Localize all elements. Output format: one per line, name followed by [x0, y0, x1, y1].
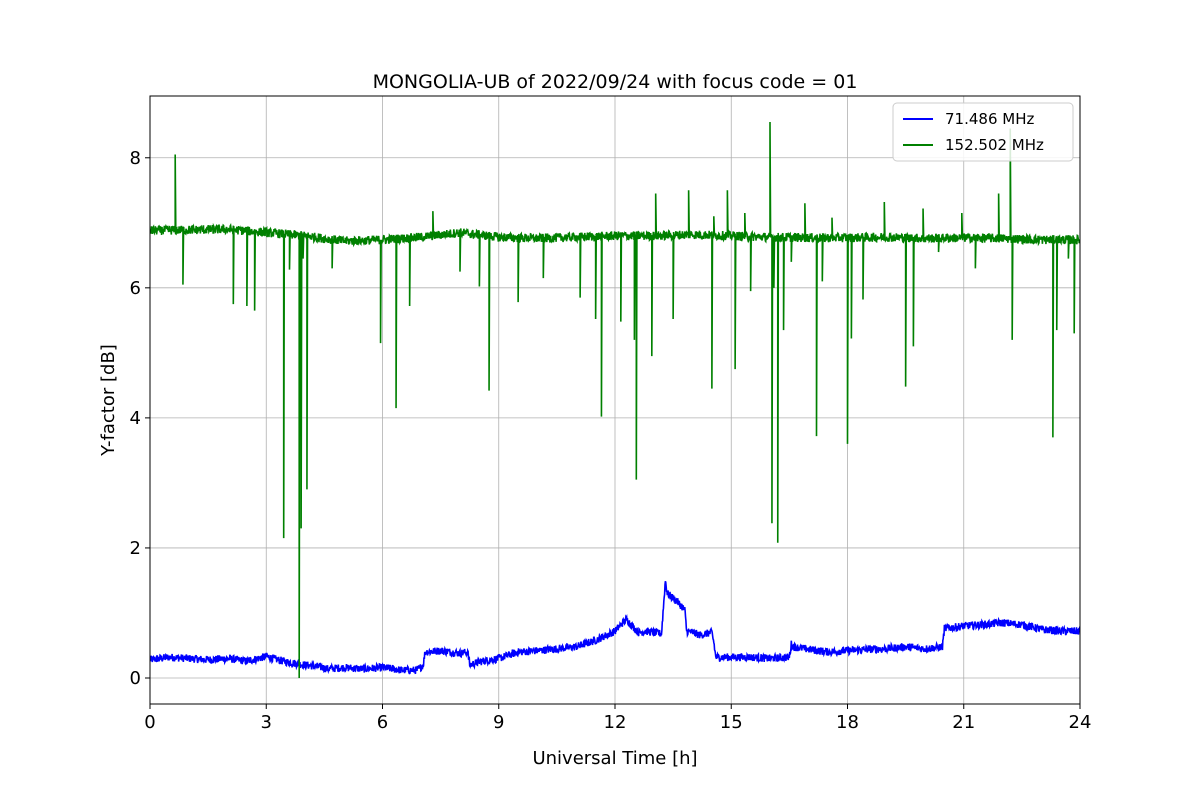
x-tick-label: 6 [377, 712, 388, 733]
y-tick-label: 6 [130, 278, 141, 299]
y-tick-label: 0 [130, 668, 141, 689]
y-tick-label: 4 [130, 408, 141, 429]
x-tick-label: 0 [144, 712, 155, 733]
x-tick-label: 18 [836, 712, 859, 733]
series-152mhz-line [150, 122, 1080, 678]
chart-title: MONGOLIA-UB of 2022/09/24 with focus cod… [373, 71, 858, 93]
x-tick-label: 21 [952, 712, 975, 733]
x-tick-label: 3 [261, 712, 272, 733]
legend-label: 152.502 MHz [945, 136, 1044, 154]
y-tick-label: 2 [130, 538, 141, 559]
series-71mhz-line [150, 580, 1080, 675]
legend-box [892, 102, 1074, 162]
x-tick-label: 15 [720, 712, 743, 733]
y-tick-label: 8 [130, 148, 141, 169]
x-tick-label: 24 [1069, 712, 1092, 733]
x-tick-label: 9 [493, 712, 504, 733]
x-axis-label: Universal Time [h] [532, 748, 697, 769]
legend-label: 71.486 MHz [945, 110, 1034, 128]
plot-area [150, 122, 1080, 678]
legend: 71.486 MHz 152.502 MHz [892, 102, 1074, 162]
y-axis-label: Y-factor [dB] [98, 344, 119, 457]
x-tick-label: 12 [604, 712, 627, 733]
